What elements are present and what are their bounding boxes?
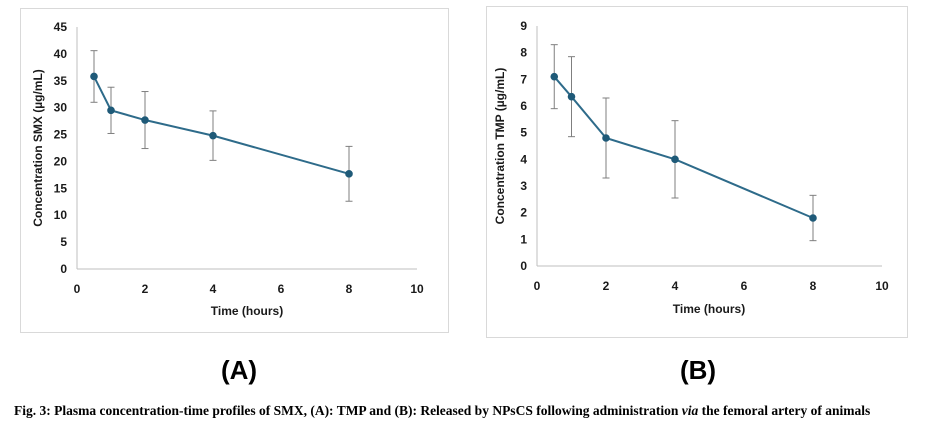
chart-b-x-tick-label: 2	[603, 279, 610, 293]
chart-a-series-line	[93, 76, 350, 175]
chart-b-y-tick-label: 7	[520, 72, 527, 86]
chart-b-y-axis-label: Concentration TMP (µg/mL)	[493, 68, 507, 225]
caption-text-start: Fig. 3: Plasma concentration-time profil…	[14, 403, 682, 418]
chart-a-svg: 0 5 10 15 20 25 30 35 40 45 0 2 4 6 8 10 Time (hours) Con…	[31, 20, 424, 318]
chart-b-data-point	[602, 134, 610, 142]
chart-b-x-tick-label: 8	[810, 279, 817, 293]
chart-a-data-point	[107, 106, 115, 115]
chart-a-data-point	[90, 72, 98, 81]
chart-a-y-tick-label: 0	[60, 262, 67, 276]
chart-panel-b: 0 1 2 3 4 5 6 7 8 9 0 2 4 6 8 10 Time (hours) Concentrati…	[486, 6, 908, 338]
chart-b-y-tick-label: 0	[520, 259, 527, 273]
chart-b-y-tick-label: 8	[520, 46, 527, 60]
chart-a-x-tick-label: 10	[410, 282, 424, 296]
chart-a-y-tick-label: 10	[54, 208, 68, 222]
chart-a-x-tick-label: 2	[142, 282, 149, 296]
chart-b-series-line	[553, 76, 814, 219]
chart-b-y-tick-label: 9	[520, 19, 527, 33]
chart-panel-a: 0 5 10 15 20 25 30 35 40 45 0 2 4 6 8 10 Time (hours) Con…	[20, 8, 449, 333]
chart-b-data-point	[671, 155, 679, 164]
chart-b-x-tick-label: 4	[672, 279, 679, 293]
chart-a-y-tick-label: 5	[60, 235, 67, 249]
chart-a-y-tick-label: 45	[54, 20, 68, 34]
chart-a-x-tick-label: 8	[346, 282, 353, 296]
figure-caption: Fig. 3: Plasma concentration-time profil…	[14, 402, 914, 419]
caption-text-end: the femoral artery of animals	[698, 403, 871, 418]
caption-via: via	[681, 403, 699, 418]
chart-b-y-tick-label: 6	[520, 99, 527, 113]
chart-b-x-tick-label: 0	[534, 279, 541, 293]
chart-a-y-tick-label: 15	[54, 181, 68, 195]
chart-b-y-tick-label: 1	[520, 232, 527, 246]
chart-b-x-tick-label: 10	[875, 279, 889, 293]
chart-a-y-axis-label: Concentration SMX (µg/mL)	[31, 69, 45, 227]
chart-b-y-tick-label: 4	[520, 152, 527, 166]
chart-a-x-tick-label: 0	[74, 282, 81, 296]
chart-b-data-point	[809, 214, 817, 222]
chart-a-data-point	[141, 116, 149, 124]
chart-b-y-tick-label: 2	[520, 206, 527, 220]
chart-b-y-tick-label: 5	[520, 126, 527, 140]
panel-label-a: (A)	[221, 355, 258, 385]
chart-b-data-point	[550, 72, 559, 81]
chart-a-y-tick-label: 20	[54, 154, 68, 168]
chart-b-data-point	[567, 92, 576, 101]
chart-a-y-tick-label: 35	[54, 74, 68, 88]
chart-a-data-point	[209, 131, 217, 140]
chart-b-y-tick-label: 3	[520, 179, 527, 193]
chart-a-y-tick-label: 25	[54, 128, 68, 142]
chart-a-x-axis-label: Time (hours)	[211, 304, 283, 318]
chart-a-y-tick-label: 40	[54, 47, 68, 61]
chart-a-data-point	[345, 170, 353, 178]
chart-a-x-tick-label: 6	[278, 282, 285, 296]
chart-b-svg: 0 1 2 3 4 5 6 7 8 9 0 2 4 6 8 10 Time (hours) Concentrati…	[493, 19, 889, 316]
chart-a-y-tick-label: 30	[54, 101, 68, 115]
panel-label-b: (B)	[680, 355, 717, 385]
chart-b-x-tick-label: 6	[741, 279, 748, 293]
chart-b-x-axis-label: Time (hours)	[673, 302, 745, 316]
chart-a-x-tick-label: 4	[210, 282, 217, 296]
